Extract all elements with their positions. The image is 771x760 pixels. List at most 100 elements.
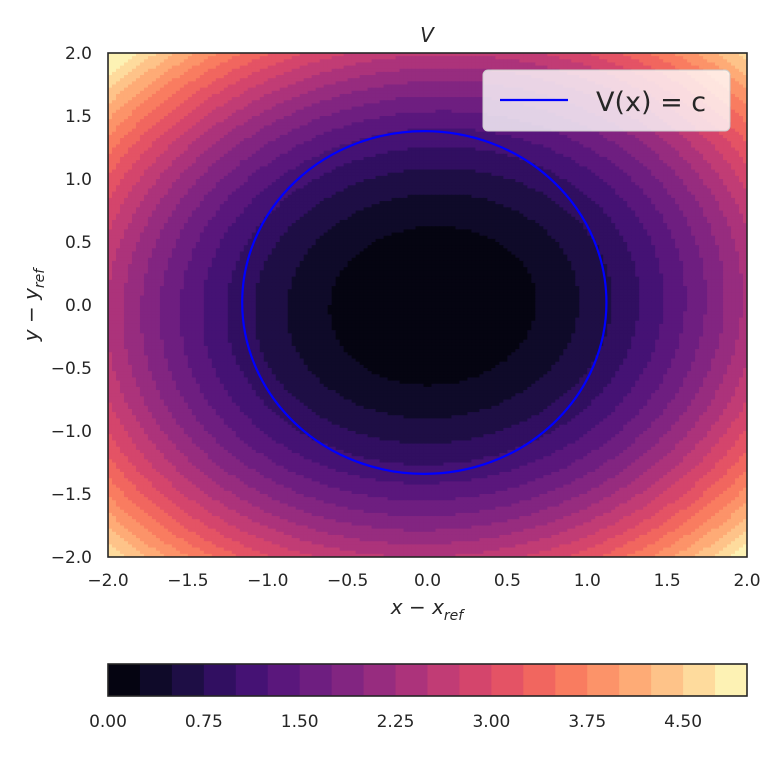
- heatmap-cell: [123, 75, 129, 79]
- heatmap-cell: [159, 125, 165, 130]
- heatmap-cell: [347, 78, 353, 82]
- heatmap-cell: [739, 81, 744, 86]
- heatmap-cell: [207, 65, 213, 70]
- heatmap-cell: [439, 93, 445, 98]
- heatmap-cell: [255, 100, 261, 104]
- heatmap-cell: [459, 116, 465, 120]
- heatmap-cell: [515, 56, 520, 60]
- heatmap-cell: [251, 75, 257, 79]
- heatmap-cell: [183, 75, 189, 79]
- heatmap-cell: [363, 59, 369, 64]
- heatmap-cell: [195, 100, 201, 104]
- heatmap-cell: [127, 56, 133, 60]
- heatmap-cell: [171, 100, 177, 104]
- heatmap-cell: [291, 119, 297, 123]
- heatmap-cell: [363, 53, 369, 57]
- heatmap-cell: [355, 90, 361, 95]
- heatmap-cell: [147, 116, 153, 120]
- heatmap-cell: [275, 97, 281, 101]
- heatmap-cell: [383, 56, 389, 60]
- heatmap-cell: [687, 59, 692, 64]
- heatmap-cell: [335, 81, 341, 86]
- heatmap-cell: [383, 112, 389, 117]
- heatmap-cell: [331, 122, 337, 127]
- heatmap-cell: [467, 84, 473, 89]
- heatmap-cell: [251, 53, 257, 57]
- heatmap-cell: [443, 90, 449, 95]
- heatmap-cell: [471, 106, 477, 111]
- heatmap-cell: [187, 100, 193, 104]
- heatmap-cell: [331, 100, 337, 104]
- heatmap-cell: [463, 62, 469, 67]
- heatmap-cell: [163, 62, 169, 67]
- heatmap-cell: [451, 62, 457, 67]
- heatmap-cell: [108, 93, 113, 98]
- heatmap-cell: [187, 103, 193, 108]
- heatmap-cell: [207, 75, 213, 79]
- heatmap-cell: [331, 81, 337, 86]
- heatmap-cell: [399, 90, 405, 95]
- heatmap-cell: [595, 53, 600, 57]
- heatmap-cell: [387, 90, 393, 95]
- heatmap-cell: [223, 100, 229, 104]
- heatmap-cell: [487, 59, 492, 64]
- heatmap-cell: [155, 109, 161, 114]
- heatmap-cell: [411, 78, 417, 82]
- heatmap-cell: [139, 53, 145, 57]
- heatmap-cell: [379, 97, 385, 101]
- heatmap-cell: [443, 109, 449, 114]
- heatmap-cell: [219, 65, 225, 70]
- heatmap-cell: [271, 53, 277, 57]
- heatmap-cell: [155, 78, 161, 82]
- heatmap-cell: [311, 100, 317, 104]
- heatmap-cell: [423, 78, 429, 82]
- heatmap-cell: [351, 87, 357, 92]
- heatmap-cell: [207, 100, 213, 104]
- heatmap-cell: [147, 90, 153, 95]
- heatmap-cell: [675, 56, 680, 60]
- heatmap-cell: [571, 59, 576, 64]
- heatmap-cell: [203, 81, 209, 86]
- heatmap-cell: [323, 81, 329, 86]
- heatmap-cell: [447, 65, 453, 70]
- heatmap-cell: [419, 100, 425, 104]
- heatmap-cell: [411, 103, 417, 108]
- heatmap-cell: [127, 53, 133, 57]
- heatmap-cell: [327, 68, 333, 73]
- heatmap-cell: [375, 75, 381, 79]
- heatmap-cell: [427, 119, 433, 123]
- heatmap-cell: [155, 53, 161, 57]
- heatmap-cell: [175, 71, 181, 76]
- heatmap-cell: [367, 75, 373, 79]
- heatmap-cell: [315, 81, 321, 86]
- heatmap-cell: [495, 59, 500, 64]
- heatmap-cell: [231, 62, 237, 67]
- heatmap-cell: [251, 71, 257, 76]
- heatmap-cell: [147, 119, 153, 123]
- heatmap-cell: [243, 84, 249, 89]
- heatmap-cell: [215, 53, 221, 57]
- heatmap-cell: [227, 122, 233, 127]
- heatmap-cell: [451, 109, 457, 114]
- heatmap-cell: [363, 97, 369, 101]
- heatmap-cell: [431, 68, 437, 73]
- heatmap-cell: [315, 119, 321, 123]
- heatmap-cell: [635, 59, 640, 64]
- heatmap-cell: [379, 103, 385, 108]
- heatmap-cell: [619, 59, 624, 64]
- heatmap-cell: [171, 106, 177, 111]
- heatmap-cell: [535, 62, 540, 67]
- heatmap-cell: [339, 62, 345, 67]
- heatmap-cell: [351, 93, 357, 98]
- heatmap-cell: [383, 62, 389, 67]
- heatmap-cell: [439, 59, 445, 64]
- heatmap-cell: [639, 65, 644, 70]
- heatmap-cell: [199, 119, 205, 123]
- heatmap-cell: [735, 78, 740, 82]
- heatmap-cell: [327, 87, 333, 92]
- heatmap-cell: [211, 65, 217, 70]
- heatmap-cell: [407, 100, 413, 104]
- heatmap-cell: [567, 59, 572, 64]
- heatmap-cell: [455, 93, 461, 98]
- heatmap-cell: [267, 119, 273, 123]
